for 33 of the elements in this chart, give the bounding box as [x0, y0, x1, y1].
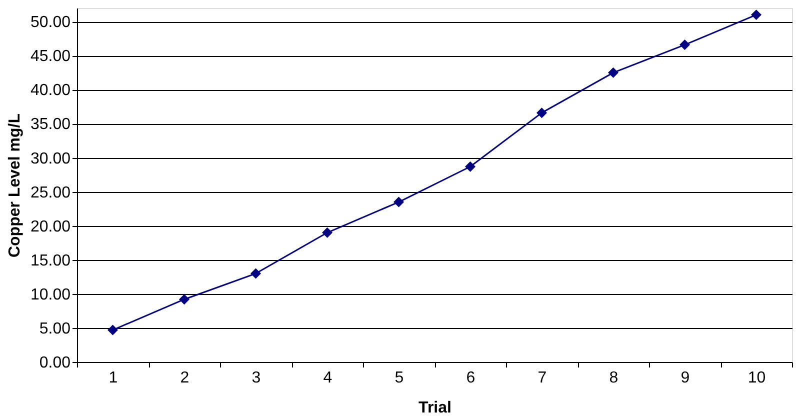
- x-axis-title: Trial: [418, 400, 452, 416]
- x-tick-label: 1: [108, 370, 118, 386]
- y-tick-label: 35.00: [30, 116, 71, 134]
- point: [465, 161, 476, 172]
- y-tick-label: 5.00: [39, 320, 71, 338]
- y-tick-label: 50.00: [30, 14, 71, 32]
- x-tick-label: 3: [252, 370, 261, 386]
- point: [394, 196, 404, 208]
- x-tick-label: 4: [323, 370, 332, 386]
- y-tick-label: 10.00: [30, 286, 71, 304]
- y-tick-label: 25.00: [30, 184, 71, 202]
- point: [179, 294, 190, 305]
- point: [250, 268, 261, 279]
- y-tick-label: 45.00: [30, 48, 71, 66]
- y-tick-label: 0.00: [39, 354, 71, 372]
- x-tick-label: 8: [609, 370, 618, 386]
- x-tick-label: 7: [538, 370, 547, 386]
- y-tick-label: 40.00: [30, 82, 71, 100]
- x-tick-label: 5: [394, 370, 404, 386]
- x-tick-label: 2: [180, 370, 190, 386]
- y-tick-label: 15.00: [30, 252, 71, 270]
- point: [108, 324, 118, 336]
- point: [608, 67, 618, 78]
- x-tick-label: 9: [680, 370, 690, 386]
- y-tick-label: 30.00: [30, 150, 71, 168]
- y-tick-label: 20.00: [30, 218, 71, 236]
- x-tick-label: 10: [748, 370, 766, 386]
- point: [536, 108, 547, 118]
- point: [751, 10, 762, 20]
- point: [680, 40, 690, 50]
- point: [322, 227, 332, 238]
- x-tick-label: 6: [466, 370, 476, 386]
- y-axis-title: Copper Level mg/L: [6, 113, 24, 258]
